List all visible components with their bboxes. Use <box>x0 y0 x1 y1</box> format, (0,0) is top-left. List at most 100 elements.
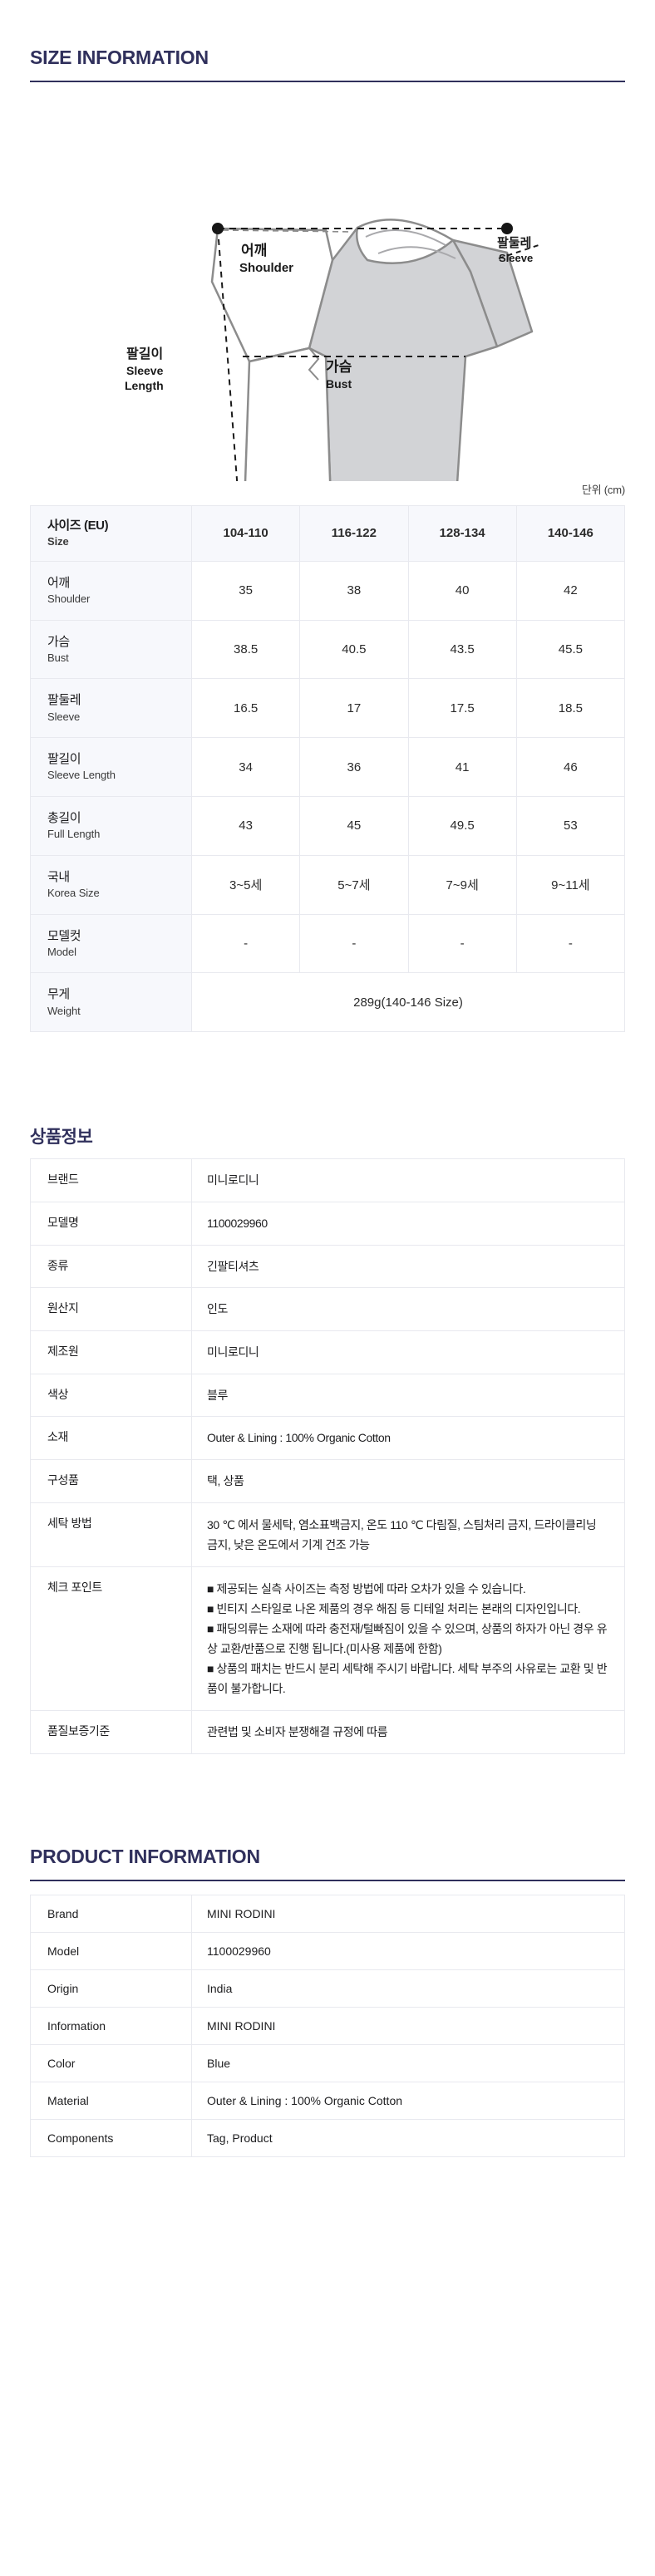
info-value-brand: 미니로디니 <box>191 1158 625 1202</box>
cell: 34 <box>190 737 301 797</box>
label-bust: 가슴 Bust <box>326 359 352 391</box>
size-table: 사이즈 (EU) Size 104-110 116-122 128-134 14… <box>30 505 626 1033</box>
info-value-components: 택, 상품 <box>191 1458 625 1503</box>
row-label-weight: 무게 Weight <box>30 972 192 1033</box>
spacer <box>0 1032 655 1077</box>
info-value-origin: 인도 <box>191 1287 625 1331</box>
check-point-bullet: ■ 빈티지 스타일로 나온 제품의 경우 해짐 등 디테일 처리는 본래의 디자… <box>207 1601 581 1615</box>
cell: 36 <box>299 737 409 797</box>
svg-text:Length: Length <box>125 379 164 392</box>
info-value-model: 1100029960 <box>191 1201 625 1246</box>
info-label-quality-guarantee: 품질보증기준 <box>30 1710 192 1754</box>
en-label-brand: Brand <box>30 1894 192 1933</box>
info-label-manufacturer: 제조원 <box>30 1330 192 1374</box>
row-label-shoulder: 어깨 Shoulder <box>30 560 192 621</box>
product-information-en-header: PRODUCT INFORMATION <box>30 1799 625 1881</box>
svg-text:어깨: 어깨 <box>241 243 267 258</box>
cell: 43.5 <box>407 619 517 680</box>
svg-text:팔둘레: 팔둘레 <box>497 235 531 250</box>
info-label-color: 색상 <box>30 1373 192 1418</box>
cell: 17.5 <box>407 678 517 739</box>
product-info-table-ko: 브랜드 미니로디니 모델명 1100029960 종류 긴팔티셔츠 원산지 인도… <box>30 1158 625 1754</box>
row-label-full-length: 총길이 Full Length <box>30 795 192 856</box>
label-shoulder: 어깨 Shoulder <box>239 243 293 275</box>
cell: 40.5 <box>299 619 409 680</box>
row-label-model: 모델컷 Model <box>30 913 192 974</box>
cell: - <box>299 913 409 974</box>
row-label-sleeve-length: 팔길이 Sleeve Length <box>30 737 192 797</box>
row-label-ko: 무게 <box>47 987 70 1002</box>
row-label-en: Shoulder <box>47 592 91 606</box>
info-value-quality-guarantee: 관련법 및 소비자 분쟁해결 규정에 따름 <box>191 1710 625 1754</box>
table-row: 종류 긴팔티셔츠 <box>30 1244 625 1289</box>
info-value-color: 블루 <box>191 1373 625 1418</box>
check-point-bullet: ■ 상품의 패치는 반드시 분리 세탁해 주시기 바랍니다. 세탁 부주의 사유… <box>207 1662 608 1696</box>
table-row: 제조원 미니로디니 <box>30 1330 625 1374</box>
row-label-ko: 어깨 <box>47 575 70 590</box>
weight-value: 289g(140-146 Size) <box>191 972 625 1033</box>
info-value-manufacturer: 미니로디니 <box>191 1330 625 1374</box>
cell: 9~11세 <box>515 854 626 915</box>
cell: 49.5 <box>407 795 517 856</box>
info-label-origin: 원산지 <box>30 1287 192 1331</box>
info-label-brand: 브랜드 <box>30 1158 192 1202</box>
table-row: 총길이 Full Length 43 45 49.5 53 <box>30 795 626 856</box>
svg-text:Bust: Bust <box>326 377 352 391</box>
table-row: Origin India <box>30 1969 625 2008</box>
check-point-bullet: ■ 패딩의류는 소재에 따라 충전재/털빠짐이 있을 수 있으며, 상품의 하자… <box>207 1621 608 1655</box>
en-value-information: MINI RODINI <box>191 2006 625 2045</box>
table-row: 색상 블루 <box>30 1373 625 1418</box>
info-label-type: 종류 <box>30 1244 192 1289</box>
cell: 43 <box>190 795 301 856</box>
row-label-sleeve: 팔둘레 Sleeve <box>30 678 192 739</box>
cell: - <box>515 913 626 974</box>
row-label-bust: 가슴 Bust <box>30 619 192 680</box>
row-label-en: Korea Size <box>47 887 100 900</box>
table-row: 팔길이 Sleeve Length 34 36 41 46 <box>30 737 626 797</box>
table-row: 세탁 방법 30 ℃ 에서 물세탁, 염소표백금지, 온도 110 ℃ 다림질,… <box>30 1502 625 1567</box>
cell: 40 <box>407 560 517 621</box>
page-title: SIZE INFORMATION <box>30 47 209 68</box>
table-row: Model 1100029960 <box>30 1931 625 1970</box>
info-label-wash: 세탁 방법 <box>30 1502 192 1567</box>
en-label-components: Components <box>30 2118 192 2157</box>
info-label-components: 구성품 <box>30 1458 192 1503</box>
cell: 45.5 <box>515 619 626 680</box>
cell: 46 <box>515 737 626 797</box>
table-row: Brand MINI RODINI <box>30 1894 625 1933</box>
size-information-header: SIZE INFORMATION <box>30 0 625 82</box>
table-row: 브랜드 미니로디니 <box>30 1158 625 1202</box>
spacer <box>0 1881 655 1895</box>
table-row: 소재 Outer & Lining : 100% Organic Cotton <box>30 1416 625 1460</box>
product-information-table-en: Brand MINI RODINI Model 1100029960 Origi… <box>30 1894 625 2157</box>
cell: 53 <box>515 795 626 856</box>
en-value-color: Blue <box>191 2043 625 2082</box>
row-label-en: Weight <box>47 1004 81 1017</box>
row-label-en: Model <box>47 945 76 958</box>
en-value-components: Tag, Product <box>191 2118 625 2157</box>
cell: 5~7세 <box>299 854 409 915</box>
header-label-en: Size <box>47 535 69 548</box>
table-row: 가슴 Bust 38.5 40.5 43.5 45.5 <box>30 619 626 680</box>
header-label-ko: 사이즈 (EU) <box>47 519 109 533</box>
row-label-en: Bust <box>47 651 69 664</box>
table-row-check-point: 체크 포인트 ■ 제공되는 실측 사이즈는 측정 방법에 따라 오차가 있을 수… <box>30 1566 625 1712</box>
size-table-header-row: 사이즈 (EU) Size 104-110 116-122 128-134 14… <box>30 505 626 562</box>
label-sleeve: 팔둘레 Sleeve <box>497 235 533 264</box>
label-sleeve-length: 팔길이 Sleeve Length <box>125 347 164 392</box>
cell: 42 <box>515 560 626 621</box>
svg-text:Shoulder: Shoulder <box>239 261 293 275</box>
en-label-color: Color <box>30 2043 192 2082</box>
cell: 45 <box>299 795 409 856</box>
en-label-origin: Origin <box>30 1969 192 2008</box>
unit-note: 단위 (cm) <box>581 484 625 496</box>
en-label-information: Information <box>30 2006 192 2045</box>
product-info-ko-header: 상품정보 <box>30 1077 625 1158</box>
table-row: Material Outer & Lining : 100% Organic C… <box>30 2081 625 2120</box>
row-label-en: Sleeve <box>47 710 81 723</box>
svg-text:팔길이: 팔길이 <box>126 347 163 361</box>
en-label-model: Model <box>30 1931 192 1970</box>
svg-text:Sleeve: Sleeve <box>499 252 533 264</box>
cell: 38.5 <box>190 619 301 680</box>
check-point-bullet: ■ 제공되는 실측 사이즈는 측정 방법에 따라 오차가 있을 수 있습니다. <box>207 1581 526 1595</box>
